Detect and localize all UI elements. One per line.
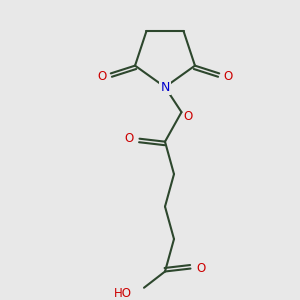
Text: O: O — [184, 110, 193, 123]
Text: O: O — [196, 262, 206, 275]
Text: HO: HO — [113, 286, 131, 300]
Text: O: O — [124, 132, 134, 145]
Text: O: O — [224, 70, 233, 83]
Text: N: N — [160, 81, 170, 94]
Text: O: O — [97, 70, 106, 83]
